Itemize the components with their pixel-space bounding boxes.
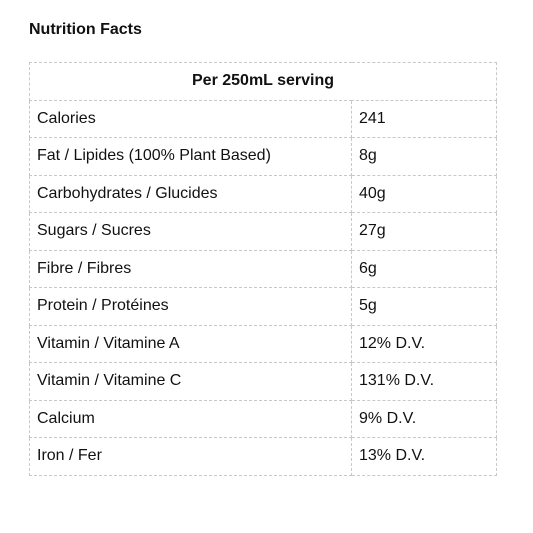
page-title: Nutrition Facts bbox=[29, 21, 142, 38]
nutrient-name: Calcium bbox=[29, 399, 352, 438]
nutrient-value: 5g bbox=[350, 287, 498, 326]
nutrient-name: Vitamin / Vitamine C bbox=[29, 362, 352, 401]
nutrient-name: Protein / Protéines bbox=[29, 287, 352, 326]
table-row: Calcium 9% D.V. bbox=[29, 399, 498, 438]
nutrient-value: 131% D.V. bbox=[350, 362, 498, 401]
nutrient-value: 9% D.V. bbox=[350, 399, 498, 438]
nutrient-name: Sugars / Sucres bbox=[29, 212, 352, 251]
table-row: Vitamin / Vitamine C 131% D.V. bbox=[29, 362, 498, 401]
nutrient-value: 8g bbox=[350, 137, 498, 176]
nutrient-name: Carbohydrates / Glucides bbox=[29, 174, 352, 213]
table-row: Protein / Protéines 5g bbox=[29, 287, 498, 326]
nutrition-facts-table: Per 250mL serving Calories 241 Fat / Lip… bbox=[28, 62, 498, 476]
table-row: Vitamin / Vitamine A 12% D.V. bbox=[29, 324, 498, 363]
table-row: Calories 241 bbox=[29, 99, 498, 138]
nutrient-name: Fat / Lipides (100% Plant Based) bbox=[29, 137, 352, 176]
nutrient-name: Vitamin / Vitamine A bbox=[29, 324, 352, 363]
table-row: Fat / Lipides (100% Plant Based) 8g bbox=[29, 137, 498, 176]
nutrient-name: Fibre / Fibres bbox=[29, 249, 352, 288]
nutrient-value: 12% D.V. bbox=[350, 324, 498, 363]
nutrient-value: 6g bbox=[350, 249, 498, 288]
table-row: Sugars / Sucres 27g bbox=[29, 212, 498, 251]
table-row: Iron / Fer 13% D.V. bbox=[29, 437, 498, 476]
nutrient-value: 40g bbox=[350, 174, 498, 213]
nutrient-value: 241 bbox=[350, 99, 498, 138]
nutrient-value: 13% D.V. bbox=[350, 437, 498, 476]
nutrient-name: Calories bbox=[29, 99, 352, 138]
nutrient-value: 27g bbox=[350, 212, 498, 251]
table-row: Fibre / Fibres 6g bbox=[29, 249, 498, 288]
serving-size-header: Per 250mL serving bbox=[28, 62, 498, 101]
table-row: Carbohydrates / Glucides 40g bbox=[29, 174, 498, 213]
nutrient-name: Iron / Fer bbox=[29, 437, 352, 476]
table-header-row: Per 250mL serving bbox=[28, 62, 498, 101]
